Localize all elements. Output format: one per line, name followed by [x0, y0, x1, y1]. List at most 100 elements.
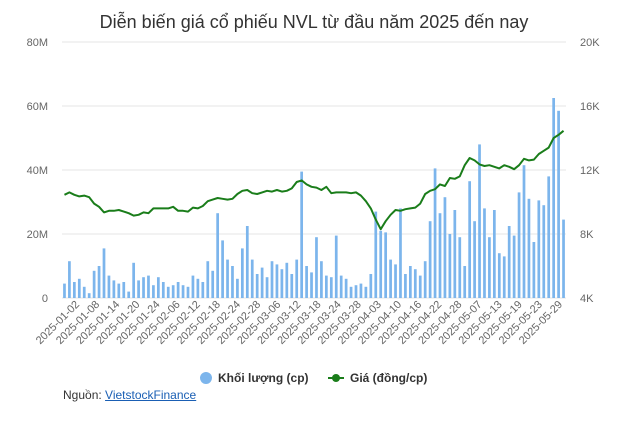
volume-bar[interactable]: [63, 283, 66, 298]
volume-bar[interactable]: [507, 226, 511, 298]
volume-bar[interactable]: [250, 259, 254, 298]
volume-bar[interactable]: [240, 248, 244, 298]
volume-bar[interactable]: [310, 272, 313, 298]
volume-bar[interactable]: [107, 275, 111, 298]
volume-bar[interactable]: [497, 253, 501, 298]
volume-bar[interactable]: [77, 278, 81, 298]
volume-bar[interactable]: [502, 256, 506, 298]
volume-bar[interactable]: [433, 168, 437, 298]
volume-bar[interactable]: [369, 274, 373, 298]
volume-bar[interactable]: [112, 280, 116, 298]
volume-bar[interactable]: [186, 286, 190, 298]
volume-bar[interactable]: [478, 144, 481, 298]
volume-bar[interactable]: [517, 192, 521, 298]
volume-bar[interactable]: [260, 267, 264, 298]
price-series-line[interactable]: [64, 130, 565, 231]
volume-bar[interactable]: [255, 274, 259, 298]
volume-bar[interactable]: [359, 283, 363, 298]
volume-bar[interactable]: [473, 221, 476, 298]
volume-bar[interactable]: [147, 275, 150, 298]
volume-bar[interactable]: [97, 266, 101, 298]
volume-bar[interactable]: [295, 259, 299, 298]
volume-bar[interactable]: [122, 282, 126, 298]
volume-bar[interactable]: [413, 269, 417, 298]
volume-bar[interactable]: [448, 234, 452, 298]
volume-bar[interactable]: [270, 261, 274, 298]
volume-bar[interactable]: [191, 275, 195, 298]
volume-bar[interactable]: [344, 278, 348, 298]
source-link[interactable]: VietstockFinance: [105, 388, 197, 402]
volume-bar[interactable]: [542, 205, 546, 298]
volume-bar[interactable]: [562, 219, 565, 298]
legend-volume-label[interactable]: Khối lượng (cp): [218, 371, 309, 385]
volume-bar[interactable]: [285, 262, 289, 298]
volume-bar[interactable]: [236, 278, 239, 298]
volume-bar[interactable]: [364, 286, 368, 298]
volume-bar[interactable]: [171, 285, 175, 298]
volume-bar[interactable]: [404, 274, 407, 298]
volume-bar[interactable]: [394, 264, 397, 298]
volume-bar[interactable]: [275, 264, 279, 298]
volume-bar[interactable]: [176, 282, 180, 298]
volume-bar[interactable]: [137, 280, 140, 298]
volume-bar[interactable]: [211, 270, 215, 298]
volume-bar[interactable]: [231, 266, 234, 298]
volume-bar[interactable]: [527, 198, 531, 298]
volume-bar[interactable]: [226, 259, 229, 298]
volume-bar[interactable]: [468, 181, 472, 298]
volume-bar[interactable]: [423, 261, 427, 298]
volume-bar[interactable]: [68, 261, 71, 298]
volume-bar[interactable]: [488, 237, 491, 298]
volume-bar[interactable]: [265, 277, 269, 298]
volume-bar[interactable]: [557, 110, 560, 298]
volume-bar[interactable]: [443, 197, 447, 298]
volume-bar[interactable]: [290, 274, 294, 298]
volume-bar[interactable]: [245, 226, 249, 298]
legend-price-label[interactable]: Giá (đồng/cp): [350, 371, 427, 385]
volume-bar[interactable]: [512, 235, 516, 298]
volume-bar[interactable]: [152, 285, 155, 298]
volume-bar[interactable]: [463, 266, 467, 298]
volume-bar[interactable]: [221, 240, 224, 298]
volume-bar[interactable]: [117, 283, 121, 298]
volume-bar[interactable]: [349, 286, 353, 298]
volume-bar[interactable]: [156, 277, 160, 298]
volume-bar[interactable]: [320, 261, 323, 298]
volume-bar[interactable]: [522, 165, 526, 298]
volume-bar[interactable]: [72, 282, 76, 298]
volume-bar[interactable]: [315, 237, 318, 298]
volume-bar[interactable]: [329, 277, 333, 298]
volume-bar[interactable]: [492, 210, 496, 298]
volume-bar[interactable]: [305, 266, 308, 298]
volume-bar[interactable]: [339, 275, 343, 298]
volume-bar[interactable]: [142, 277, 145, 298]
volume-bar[interactable]: [354, 285, 358, 298]
volume-bar[interactable]: [206, 261, 210, 298]
volume-bar[interactable]: [127, 291, 131, 298]
volume-bar[interactable]: [161, 282, 165, 298]
volume-bar[interactable]: [408, 266, 412, 298]
volume-bar[interactable]: [389, 259, 392, 298]
volume-bar[interactable]: [438, 213, 442, 298]
volume-bar[interactable]: [453, 210, 457, 298]
volume-bar[interactable]: [166, 286, 170, 298]
volume-bar[interactable]: [102, 248, 106, 298]
volume-bar[interactable]: [82, 286, 86, 298]
volume-bar[interactable]: [532, 242, 536, 298]
volume-bar[interactable]: [201, 282, 205, 298]
volume-bar[interactable]: [280, 269, 284, 298]
volume-bar[interactable]: [483, 208, 486, 298]
volume-bar[interactable]: [334, 235, 338, 298]
volume-bar[interactable]: [379, 230, 383, 298]
volume-bar[interactable]: [428, 221, 432, 298]
volume-bar[interactable]: [399, 208, 402, 298]
volume-bar[interactable]: [537, 200, 541, 298]
volume-bar[interactable]: [87, 293, 91, 298]
volume-bar[interactable]: [196, 278, 200, 298]
volume-bar[interactable]: [384, 232, 388, 298]
volume-bar[interactable]: [458, 237, 462, 298]
volume-bar[interactable]: [92, 270, 96, 298]
volume-bar[interactable]: [181, 285, 185, 298]
volume-bar[interactable]: [216, 213, 220, 298]
volume-bar[interactable]: [132, 262, 136, 298]
